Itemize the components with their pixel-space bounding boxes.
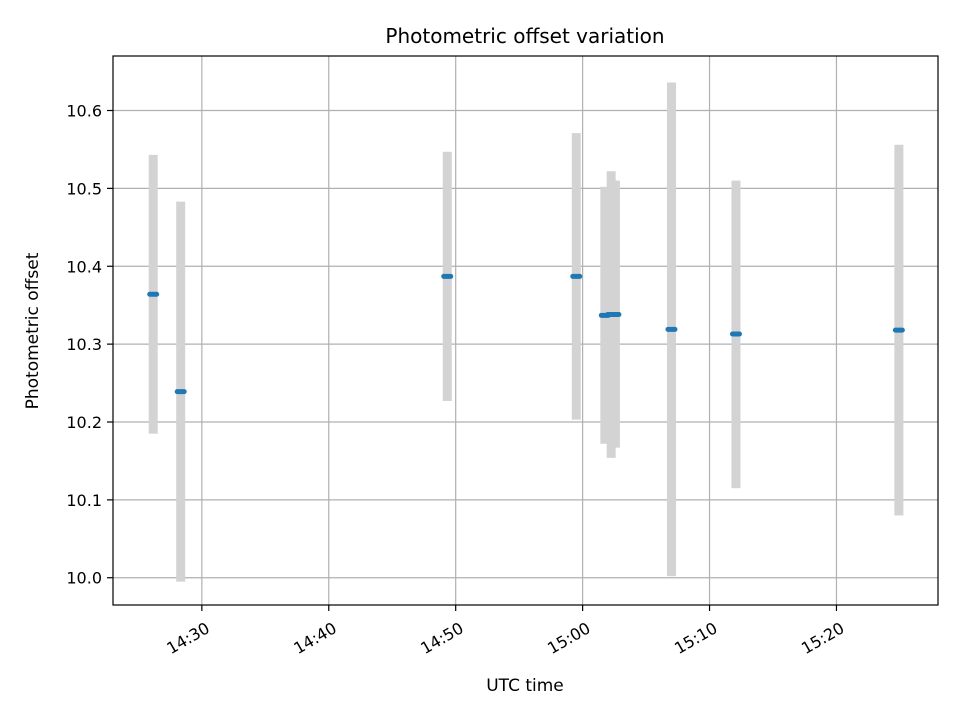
data-points xyxy=(147,273,905,395)
y-tick-label: 10.4 xyxy=(66,257,102,276)
y-axis-label: Photometric offset xyxy=(23,252,43,409)
data-point xyxy=(892,327,905,333)
y-tick-label: 10.6 xyxy=(66,102,102,121)
grid xyxy=(113,56,938,605)
y-tick-label: 10.0 xyxy=(66,569,102,588)
plot-frame xyxy=(112,55,939,606)
ticks: 14:30 14:40 14:50 15:00 15:10 15:2010.010.110… xyxy=(66,102,847,658)
data-point xyxy=(441,273,454,279)
data-point xyxy=(665,326,678,332)
chart-title: Photometric offset variation xyxy=(385,24,664,48)
data-point xyxy=(174,389,187,395)
y-tick-label: 10.1 xyxy=(66,491,102,510)
data-point xyxy=(570,273,583,279)
y-tick-label: 10.5 xyxy=(66,179,102,198)
y-tick-label: 10.3 xyxy=(66,335,102,354)
x-axis-label: UTC time xyxy=(486,676,564,696)
y-tick-label: 10.2 xyxy=(66,413,102,432)
data-point xyxy=(609,312,622,318)
data-point xyxy=(147,291,160,297)
data-point xyxy=(729,331,742,337)
